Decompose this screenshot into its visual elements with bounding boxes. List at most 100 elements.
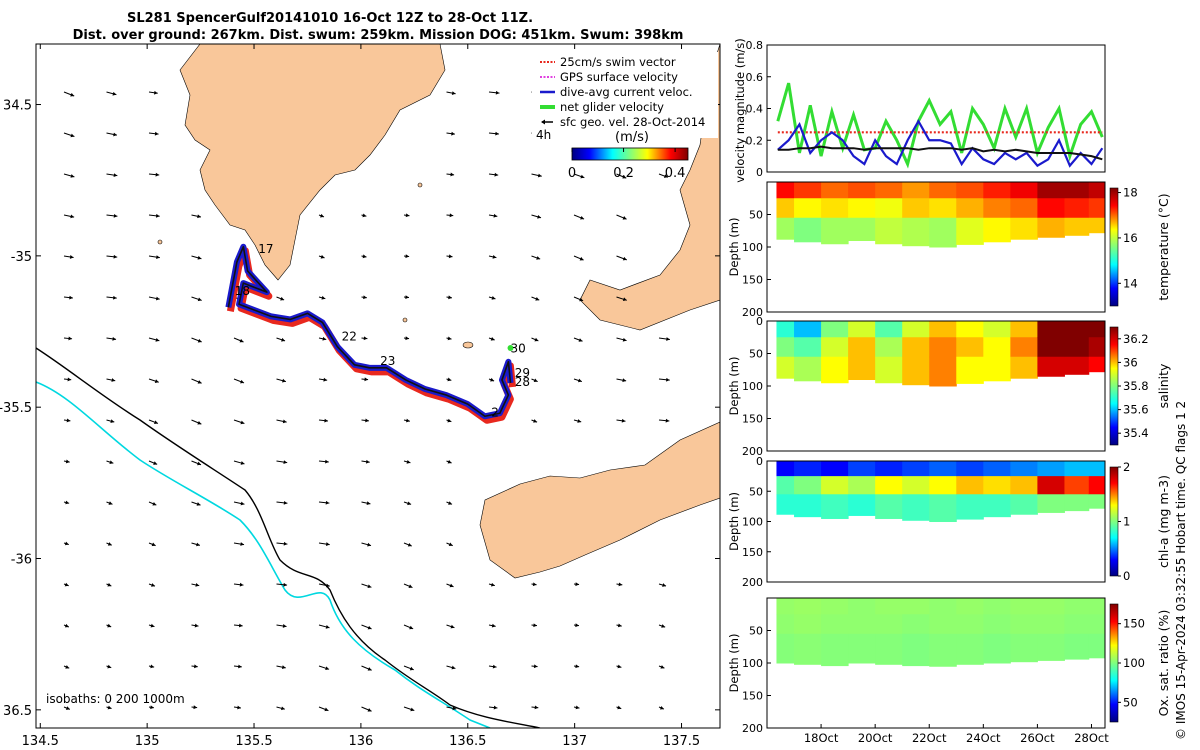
- velocity-arrow: [148, 213, 160, 218]
- profile-cell: [821, 321, 849, 338]
- profile-cell: [1064, 598, 1090, 615]
- colorbar-label: temperature (°C): [1156, 193, 1171, 300]
- velocity-arrow: [531, 623, 538, 628]
- map-xtick-label: 136.5: [449, 734, 486, 749]
- profile-colorbar: [1109, 466, 1119, 577]
- colorbar-tick-label: 35.4: [1123, 426, 1149, 440]
- profile-cell: [848, 494, 876, 516]
- profile-cell: [875, 182, 903, 199]
- depth-tick-label: 100: [742, 657, 763, 670]
- velocity-arrow: [446, 213, 454, 218]
- velocity-arrow: [233, 582, 244, 587]
- profile-cell: [983, 321, 1011, 338]
- velocity-arrow: [531, 214, 542, 219]
- day-label: 28: [515, 375, 530, 389]
- velocity-arrow: [446, 665, 456, 670]
- colorbar-tick-label: 0: [568, 166, 576, 181]
- profile-cell: [929, 614, 957, 635]
- profile-cell: [983, 461, 1011, 477]
- profile-cell: [848, 321, 876, 338]
- map-xtick-label: 134.5: [22, 734, 59, 749]
- profile-cell: [1010, 356, 1038, 379]
- velocity-arrow: [446, 131, 455, 136]
- profile-cell: [1088, 182, 1106, 199]
- velocity-arrow: [446, 172, 455, 177]
- velocity-arrow: [616, 214, 627, 220]
- profile-cell: [776, 337, 795, 358]
- profile-cell: [902, 321, 930, 338]
- land-eyre-peninsula: [179, 44, 446, 281]
- velocity-ytick-label: 0.4: [746, 103, 764, 116]
- profile-cell: [983, 198, 1011, 219]
- velocity-arrow: [233, 378, 245, 384]
- swim-vector-trace: [226, 247, 517, 424]
- profile-cell: [794, 321, 822, 338]
- profile-cell: [875, 476, 903, 495]
- velocity-arrow: [191, 501, 201, 506]
- date-tick-label: 24Oct: [966, 731, 1001, 745]
- map-xtick-label: 135: [135, 734, 160, 749]
- profile-colorbar: [1109, 326, 1119, 446]
- velocity-arrow: [403, 254, 410, 259]
- velocity-arrow: [106, 254, 118, 259]
- velocity-arrow: [276, 665, 286, 670]
- profile-panel-salinity: 0 50 100 150 200 Depth (m) 36.2 36 35.8 35.6 35.4 s…: [727, 315, 1171, 458]
- velocity-arrow: [573, 255, 584, 261]
- isobath-200m: [36, 347, 541, 728]
- profile-cell: [776, 614, 795, 635]
- legend-label: net glider velocity: [560, 100, 664, 114]
- isobath-1000m: [36, 381, 491, 728]
- velocity-arrow: [403, 418, 410, 423]
- velocity-arrow: [573, 378, 583, 383]
- day-label: 23: [380, 354, 395, 368]
- profile-cell: [821, 356, 849, 384]
- velocity-arrow: [233, 542, 245, 546]
- velocity-arrow: [276, 460, 288, 464]
- velocity-arrow: [616, 378, 627, 383]
- velocity-arrow: [531, 296, 540, 301]
- day-label: 18: [235, 284, 250, 298]
- velocity-arrow: [148, 337, 160, 342]
- profile-cell: [776, 321, 795, 338]
- velocity-arrow: [148, 583, 156, 587]
- profile-cell: [821, 614, 849, 635]
- profile-cell: [776, 476, 795, 495]
- profile-cell: [1064, 476, 1090, 495]
- velocity-arrow: [148, 419, 159, 424]
- map-ytick-label: 36.5: [3, 704, 32, 719]
- profile-cell: [1037, 217, 1065, 238]
- glider-last-position: [507, 344, 514, 351]
- profile-cell: [848, 217, 876, 241]
- profile-cell: [1088, 461, 1106, 477]
- profile-cell: [902, 614, 930, 635]
- depth-tick-label: 50: [749, 625, 763, 638]
- profile-cell: [902, 598, 930, 615]
- velocity-arrow: [233, 501, 245, 506]
- velocity-arrow: [63, 623, 70, 628]
- velocity-arrow: [658, 705, 665, 710]
- colorbar-tick-label: 1: [1123, 515, 1130, 529]
- velocity-arrow: [191, 214, 202, 219]
- velocity-arrow: [403, 336, 410, 341]
- colorbar-tick-label: 50: [1123, 695, 1138, 709]
- profile-cell: [1064, 182, 1090, 199]
- velocity-arrow: [361, 295, 367, 300]
- depth-axis-label: Depth (m): [727, 492, 741, 551]
- velocity-arrow: [148, 296, 160, 301]
- day-label: 29: [515, 366, 530, 380]
- glider-path: [227, 245, 512, 418]
- duration-label: 4h: [536, 128, 551, 142]
- velocity-arrow: [446, 91, 456, 95]
- profile-cell: [983, 337, 1011, 358]
- legend-label: 25cm/s swim vector: [560, 55, 676, 69]
- velocity-arrow: [63, 665, 70, 669]
- day-label: 30: [511, 342, 526, 356]
- profile-cell: [1037, 198, 1065, 219]
- profile-cell: [821, 182, 849, 199]
- colorbar-tick-label: 150: [1123, 617, 1145, 631]
- velocity-arrow: [361, 501, 371, 506]
- velocity-arrow: [191, 705, 198, 710]
- velocity-arrow: [403, 706, 415, 712]
- velocity-arrow: [106, 336, 117, 341]
